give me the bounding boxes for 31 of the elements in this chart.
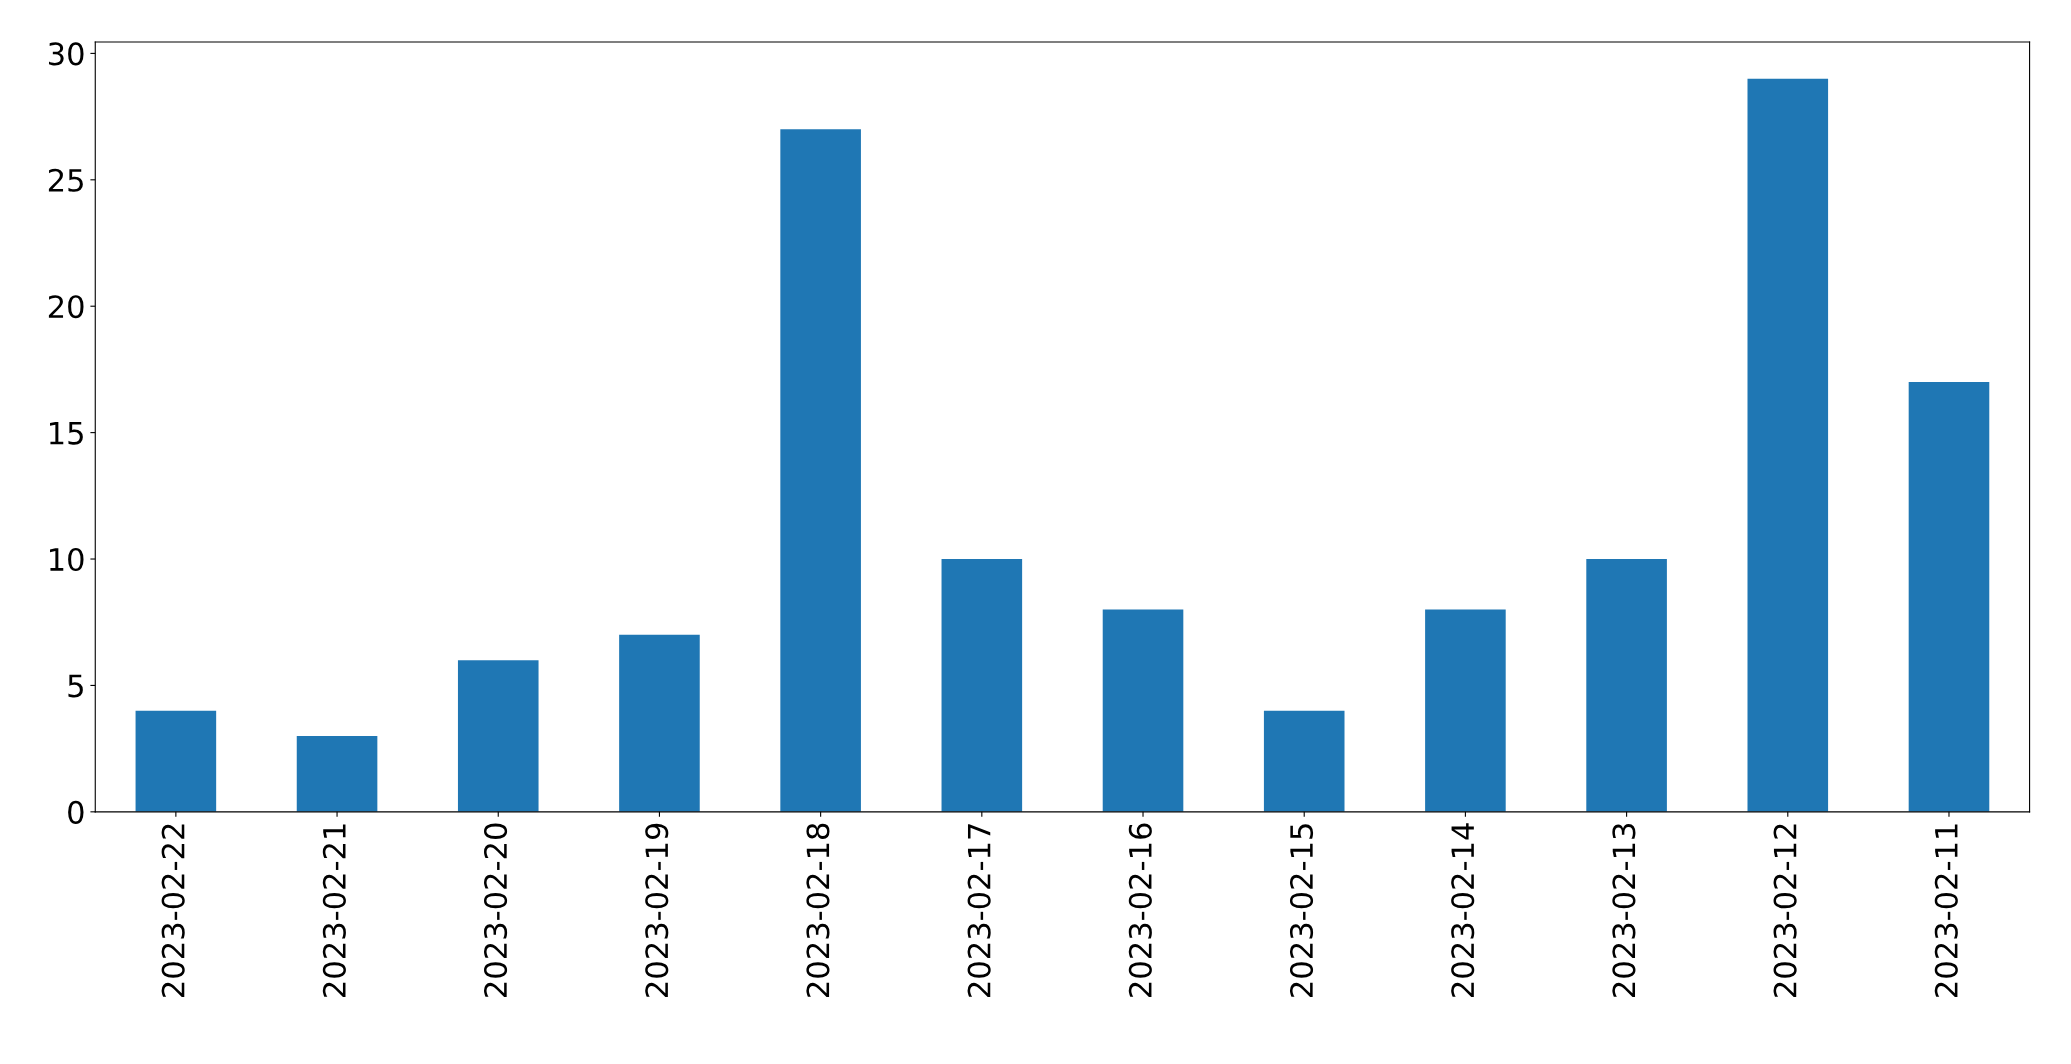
y-tick-label: 25 — [48, 168, 83, 192]
bar — [780, 129, 861, 812]
x-tick-label: 2023-02-15 — [1289, 824, 1314, 997]
x-tick-label: 2023-02-16 — [1128, 823, 1152, 997]
bar — [1102, 609, 1184, 812]
x-tick-label: 2023-02-20 — [484, 823, 508, 997]
x-tick-label: 2023-02-17 — [967, 824, 991, 997]
y-tick-label: 0 — [68, 800, 84, 824]
x-tick-label: 2023-02-14 — [1451, 823, 1475, 997]
x-tick-label: 2023-02-12 — [1773, 824, 1797, 997]
bar — [1425, 609, 1506, 812]
bar — [296, 735, 378, 812]
y-tick-label: 20 — [48, 295, 84, 319]
y-tick-label: 30 — [48, 42, 84, 66]
bar — [1586, 559, 1667, 812]
x-tick-label: 2023-02-19 — [645, 823, 669, 997]
x-tick-label: 2023-02-13 — [1612, 824, 1636, 997]
y-tick-label: 10 — [50, 547, 84, 572]
bar — [619, 634, 700, 812]
x-tick-label: 2023-02-18 — [806, 823, 830, 997]
bar — [941, 559, 1023, 812]
x-tick-label: 2023-02-11 — [1934, 824, 1958, 997]
bar — [457, 660, 539, 812]
bar — [1263, 710, 1345, 812]
bar — [1747, 78, 1829, 812]
y-tick-label: 5 — [68, 674, 83, 698]
x-tick-label: 2023-02-21 — [322, 824, 346, 997]
bar — [1908, 382, 1990, 812]
bar — [135, 710, 217, 812]
x-tick-label: 2023-02-22 — [161, 824, 185, 997]
y-tick-label: 15 — [50, 421, 83, 445]
